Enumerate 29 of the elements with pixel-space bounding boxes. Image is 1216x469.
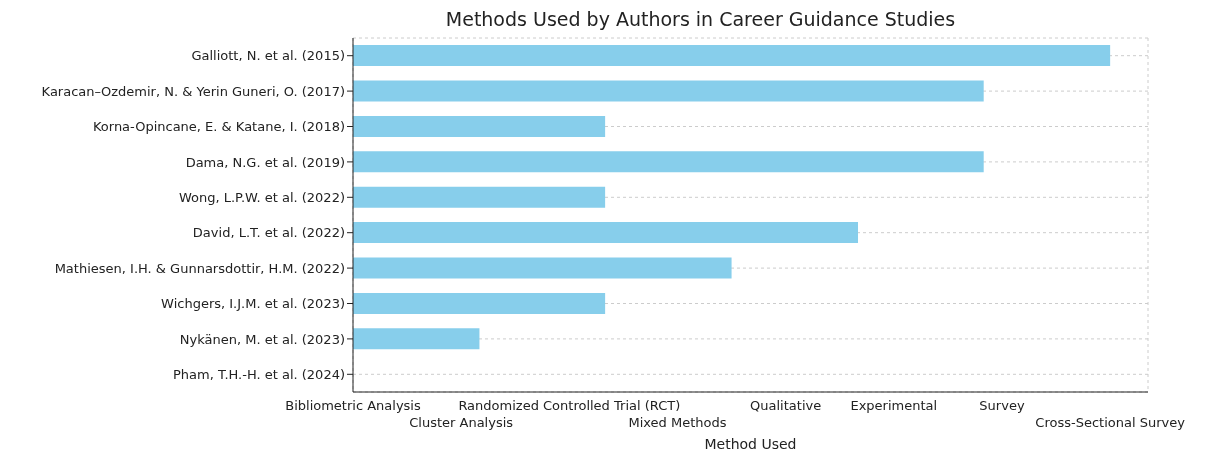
y-tick-label: Galliott, N. et al. (2015) [191, 48, 345, 64]
x-axis-title: Method Used [703, 436, 798, 452]
text: Mixed Methods [628, 415, 727, 430]
y-tick-label: Korna-Opincane, E. & Katane, I. (2018) [92, 119, 345, 135]
y-tick-label: Wichgers, I.J.M. et al. (2023) [161, 296, 345, 312]
text: Cluster Analysis [409, 415, 514, 430]
text: Randomized Controlled Trial (RCT) [458, 398, 681, 413]
y-tick-label: Dama, N.G. et al. (2019) [185, 154, 345, 170]
text: Experimental [850, 398, 938, 413]
bar [353, 257, 732, 279]
y-tick-label: Karacan–Ozdemir, N. & Yerin Guneri, O. (2017) [41, 83, 345, 99]
y-tick-label: Wong, L.P.W. et al. (2022) [178, 189, 345, 205]
y-tick-label: Nykänen, M. et al. (2023) [179, 331, 345, 347]
chart-title: Methods Used by Authors in Career Guidance Studies [444, 8, 957, 32]
bar [353, 115, 606, 137]
bar [353, 328, 480, 350]
bar [353, 222, 859, 244]
bar [353, 45, 1111, 67]
bar [353, 186, 606, 208]
bar [353, 151, 984, 173]
y-tick-label: David, L.T. et al. (2022) [192, 225, 345, 241]
y-tick-label: Pham, T.H.-H. et al. (2024) [173, 366, 345, 382]
bar [353, 292, 606, 314]
text: Bibliometric Analysis [285, 398, 421, 413]
y-tick-label: Mathiesen, I.H. & Gunnarsdottir, H.M. (2022) [54, 260, 345, 276]
text: Survey [979, 398, 1025, 413]
text: Cross-Sectional Survey [1035, 415, 1185, 430]
text: Qualitative [750, 398, 822, 413]
bar [353, 80, 984, 102]
